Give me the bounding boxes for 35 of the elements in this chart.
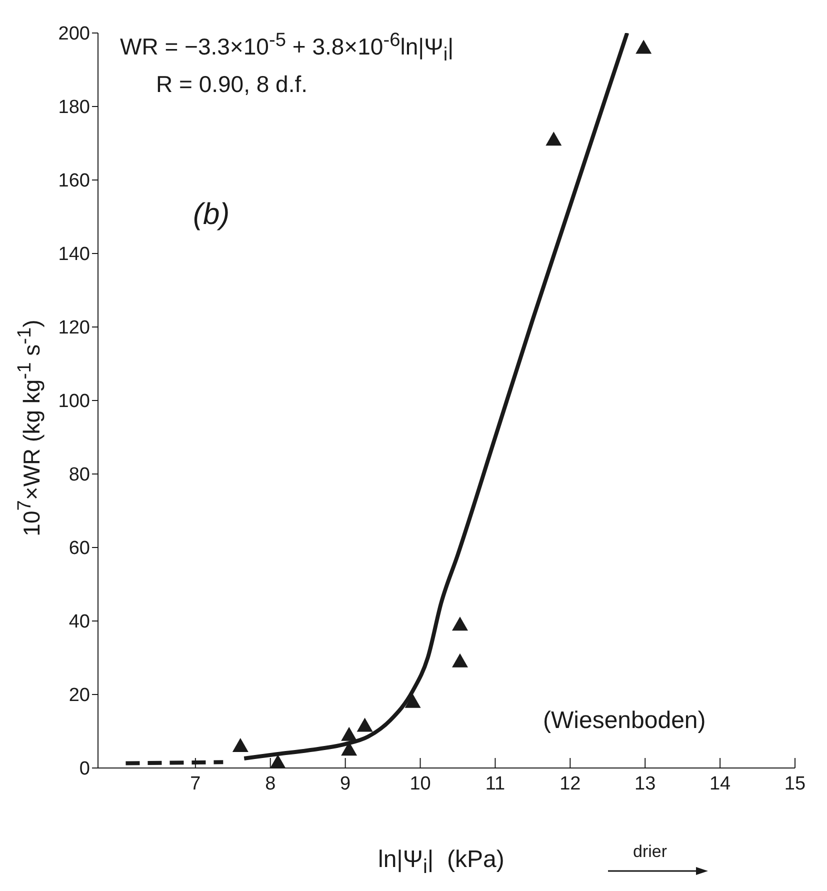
point xyxy=(341,726,358,741)
point xyxy=(232,738,248,752)
point xyxy=(636,40,652,54)
y-tick-label: 180 xyxy=(58,97,90,118)
y-tick-label: 0 xyxy=(79,758,90,780)
annotation: R = 0.90, 8 d.f. xyxy=(156,71,308,98)
x-tick-label: 7 xyxy=(190,773,201,794)
x-tick-label: 12 xyxy=(560,773,581,794)
x-axis-title: ln|Ψ$_{i}$| (kPa) xyxy=(378,846,504,879)
x-tick-label: 15 xyxy=(784,773,806,794)
x-tick-label: 13 xyxy=(634,773,656,794)
y-tick-label: 80 xyxy=(68,464,90,486)
y-tick-label: 60 xyxy=(68,538,90,560)
point xyxy=(452,653,468,668)
point xyxy=(404,694,421,708)
annotation: WR = −3.3×10$^{-5}$ + 3.8×10$^{-6}$ln|Ψ$_{i}$| xyxy=(120,30,454,66)
point xyxy=(452,616,468,631)
y-tick-label: 100 xyxy=(58,391,90,412)
x-tick-label: 10 xyxy=(410,773,431,794)
x-tick-label: 11 xyxy=(485,773,506,794)
text: drier xyxy=(633,842,668,862)
point xyxy=(356,718,373,732)
annotation: (Wiesenboden) xyxy=(543,707,706,734)
y-tick-label: 200 xyxy=(58,24,90,45)
y-tick-label: 140 xyxy=(58,244,90,266)
x-tick-label: 9 xyxy=(340,773,351,794)
y-tick-label: 120 xyxy=(58,318,90,339)
point xyxy=(546,132,562,146)
y-tick-label: 20 xyxy=(68,685,90,706)
annotation: (b) xyxy=(193,198,230,231)
x-tick-label: 8 xyxy=(265,773,276,794)
point xyxy=(270,754,286,768)
y-tick-label: 160 xyxy=(58,170,90,192)
x-tick-label: 14 xyxy=(709,773,732,794)
y-tick-label: 40 xyxy=(68,612,90,633)
